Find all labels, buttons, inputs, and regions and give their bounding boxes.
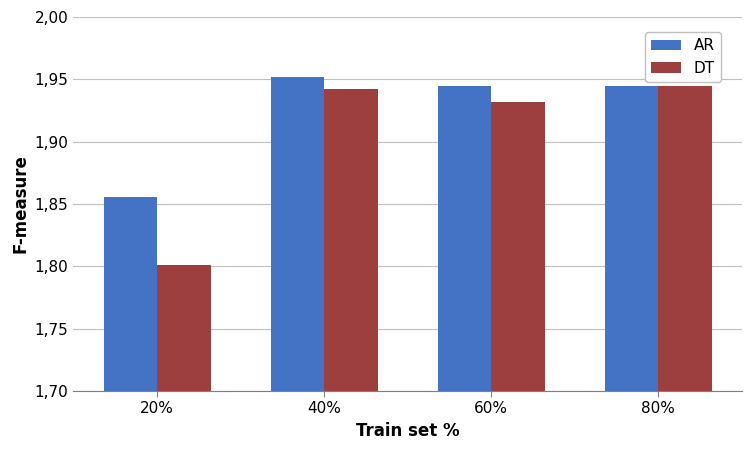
Bar [325, 89, 377, 391]
Bar [437, 86, 491, 391]
Y-axis label: F-measure: F-measure [11, 155, 29, 253]
Bar [271, 77, 325, 391]
Bar [658, 86, 712, 391]
Legend: AR, DT: AR, DT [645, 32, 721, 82]
Bar [491, 102, 544, 391]
Bar [605, 86, 658, 391]
Bar [104, 197, 157, 391]
Bar [157, 265, 211, 391]
X-axis label: Train set %: Train set % [356, 422, 459, 440]
